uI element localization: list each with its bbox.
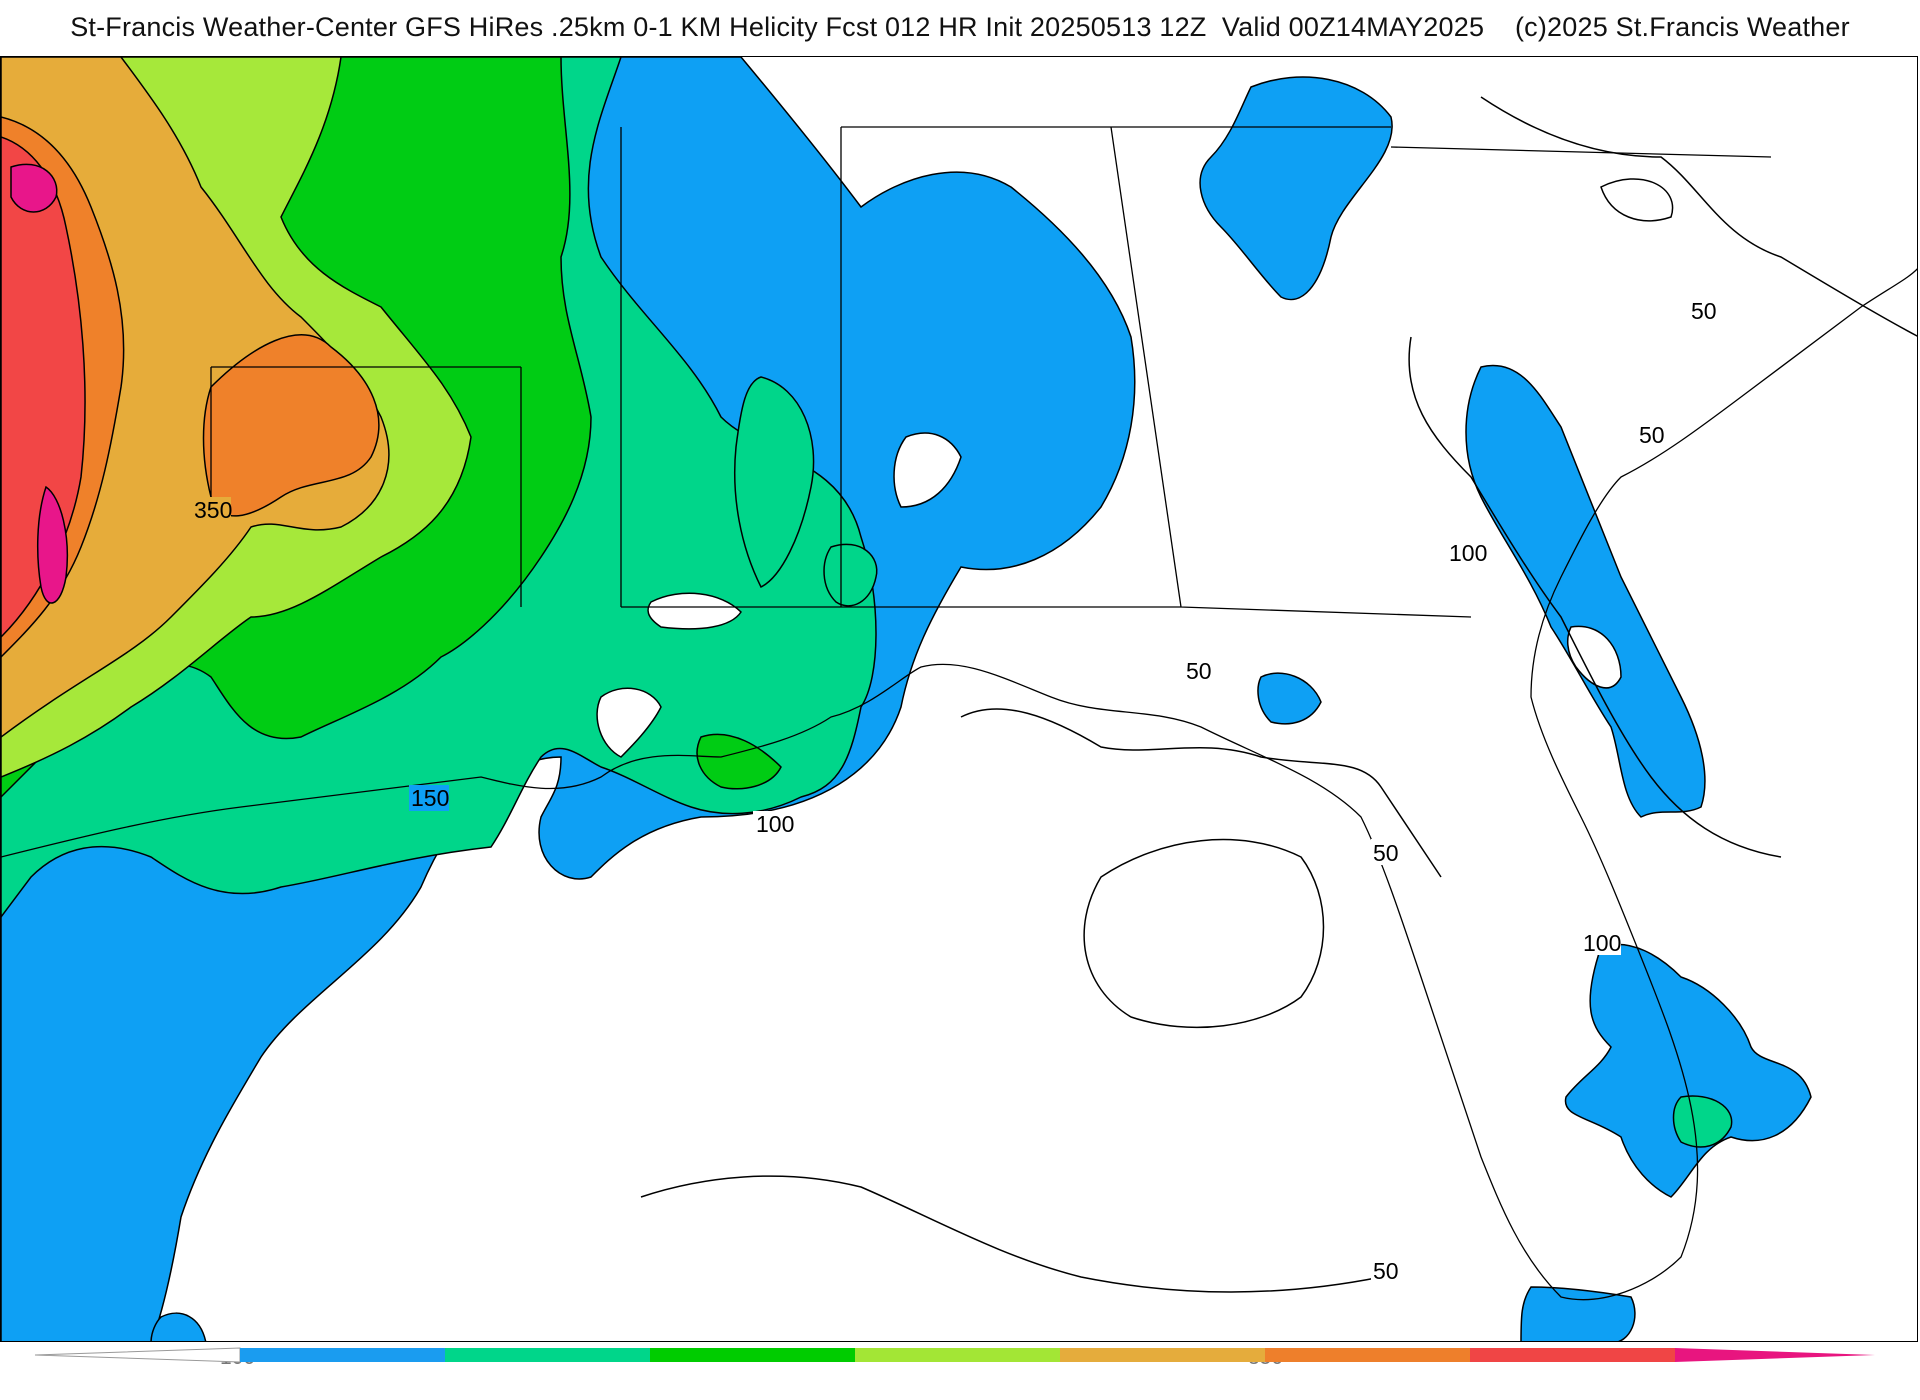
contour-50-line: [960, 708, 1442, 878]
gulf-coastline: [1, 268, 1917, 1301]
helicity-100-patch-fl: [1564, 943, 1812, 1198]
helicity-450-region: [10, 163, 58, 213]
contour-label: 50: [1186, 658, 1212, 684]
contour-label: 50: [1373, 1258, 1399, 1284]
colorbar-segment: [1265, 1348, 1470, 1362]
contour-label: 50: [1639, 422, 1665, 448]
helicity-100-patch-sw: [150, 1312, 207, 1341]
teal-blob: [823, 543, 878, 607]
contour-50-line: [640, 1175, 1382, 1293]
contour-label: 100: [1449, 540, 1487, 566]
helicity-100-patch-ga: [1257, 672, 1322, 725]
colorbar-segment: [855, 1348, 1060, 1362]
low-helicity-hole: [596, 687, 662, 758]
helicity-100-patch-coast: [1465, 364, 1706, 818]
helicity-100-patch-keys: [1520, 1286, 1636, 1341]
low-helicity-hole-coast: [1566, 625, 1622, 689]
helicity-100-patch-ne: [1199, 76, 1393, 301]
contour-50-line: [1600, 178, 1674, 222]
green-blob: [696, 733, 782, 790]
colorbar-segment: [1470, 1348, 1675, 1362]
colorbar-under-arrow: [34, 1347, 241, 1363]
colorbar-segment: [1060, 1348, 1265, 1362]
colorbar-over-arrow: [1675, 1348, 1875, 1362]
contour-label: 100: [1583, 930, 1621, 956]
contour-label: 50: [1373, 840, 1399, 866]
contour-50-line: [1408, 336, 1782, 858]
low-helicity-hole: [893, 432, 962, 508]
contour-label: 50: [1691, 298, 1717, 324]
contour-label: 100: [756, 811, 794, 837]
state-boundary: [210, 126, 1772, 618]
helicity-map: 350 150 100 50 50 100 50 50 100 50: [0, 56, 1918, 1342]
teal-blob: [733, 376, 815, 589]
teal-blob-fl: [1672, 1095, 1733, 1148]
contour-label: 150: [411, 785, 449, 811]
low-helicity-hole: [647, 592, 742, 630]
helicity-450-region-b: [37, 485, 69, 604]
colorbar-segment: [650, 1348, 855, 1362]
helicity-350-region-b: [202, 334, 380, 517]
colorbar-segment: [240, 1348, 445, 1362]
contour-50-line: [1083, 838, 1325, 1029]
map-title: St-Francis Weather-Center GFS HiRes .25k…: [70, 12, 1850, 42]
colorbar: [34, 1347, 1875, 1363]
colorbar-segment: [445, 1348, 650, 1362]
contour-label: 350: [194, 497, 232, 523]
contour-50-line: [1480, 96, 1917, 337]
